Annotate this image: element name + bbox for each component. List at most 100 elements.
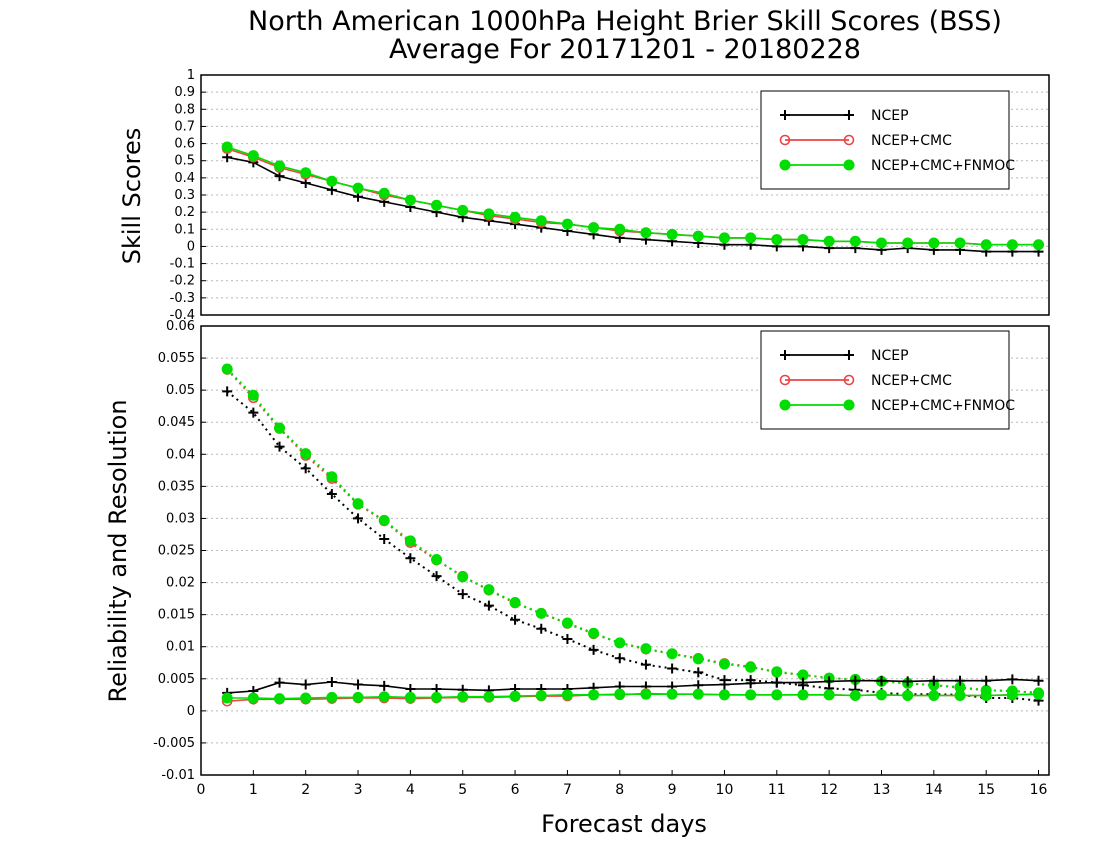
data-point — [378, 514, 390, 526]
data-point — [379, 680, 390, 691]
y-tick-label: 0.06 — [166, 319, 195, 334]
data-point — [902, 237, 914, 249]
data-point — [431, 553, 443, 565]
y-tick-label: 0.05 — [166, 383, 195, 398]
data-point — [326, 175, 338, 187]
data-point — [692, 653, 704, 665]
skill-scores-panel: 1 0.9 0.8 0.7 0.6 0.5 0.4 0.3 0.2 0.1 0 -0.1 -0.2 -0.… — [170, 68, 1050, 323]
legend-marker — [844, 350, 854, 360]
data-point — [326, 691, 338, 703]
data-point — [326, 676, 337, 687]
x-tick-label: 5 — [458, 782, 467, 798]
data-point — [431, 691, 443, 703]
data-point — [693, 667, 704, 678]
y-tick-label: 0.02 — [166, 576, 195, 591]
x-tick-label: 13 — [873, 782, 891, 798]
series-ncep-cmc-fnmoc — [221, 141, 1045, 251]
legend-marker — [843, 374, 855, 386]
data-point — [771, 677, 782, 688]
data-point — [222, 386, 233, 397]
y-tick-label: 0.9 — [174, 85, 195, 100]
legend-label: NCEP+CMC — [871, 133, 952, 149]
data-point — [404, 194, 416, 206]
y-tick-label: 0.03 — [166, 511, 195, 526]
data-point — [405, 553, 416, 564]
xlabel: Forecast days — [541, 810, 707, 838]
data-point — [1007, 674, 1018, 685]
data-point — [902, 689, 914, 701]
data-point — [955, 675, 966, 686]
data-point — [640, 688, 652, 700]
data-point — [745, 661, 757, 673]
x-tick-label: 12 — [820, 782, 838, 798]
data-point — [614, 688, 626, 700]
data-point — [797, 234, 809, 246]
data-point — [326, 489, 337, 500]
data-point — [326, 471, 338, 483]
data-point — [457, 204, 469, 216]
data-point — [745, 689, 757, 701]
legend-label: NCEP+CMC — [871, 373, 952, 389]
data-point — [457, 691, 469, 703]
y-tick-label: 0.1 — [174, 222, 195, 237]
data-point — [510, 614, 521, 625]
data-point — [928, 689, 940, 701]
data-point — [562, 634, 573, 645]
series-ncep-resolution — [222, 386, 1044, 706]
data-point — [352, 182, 364, 194]
legend-marker — [779, 399, 791, 411]
data-point — [667, 663, 678, 674]
y-tick-label: 0.8 — [174, 102, 195, 117]
data-point — [457, 571, 469, 583]
bottom-ylabel: Reliability and Resolution — [104, 399, 132, 702]
chart-subtitle: Average For 20171201 - 20180228 — [389, 34, 861, 65]
y-tick-label: 0 — [187, 704, 195, 719]
data-point — [300, 463, 311, 474]
y-tick-label: 0.4 — [174, 171, 195, 186]
data-point — [849, 689, 861, 701]
data-point — [535, 215, 547, 227]
series-line — [226, 390, 1039, 702]
legend-marker — [780, 110, 790, 120]
x-tick-label: 15 — [977, 782, 995, 798]
y-tick-label: -0.01 — [161, 768, 195, 783]
data-point — [483, 600, 494, 611]
data-point — [928, 237, 940, 249]
data-point — [666, 648, 678, 660]
top-ylabel: Skill Scores — [118, 128, 146, 265]
data-point — [823, 235, 835, 247]
x-tick-label: 2 — [301, 782, 310, 798]
data-point — [352, 498, 364, 510]
data-point — [509, 211, 521, 223]
legend-marker — [843, 134, 855, 146]
data-point — [221, 141, 233, 153]
y-tick-label: 0.6 — [174, 137, 195, 152]
y-tick-label: 0.01 — [166, 640, 195, 655]
data-point — [378, 187, 390, 199]
x-tick-label: 10 — [716, 782, 734, 798]
x-tick-label: 16 — [1030, 782, 1048, 798]
data-point — [771, 689, 783, 701]
x-tick-label: 7 — [563, 782, 572, 798]
legend-label: NCEP — [871, 108, 909, 124]
data-point — [1006, 689, 1018, 701]
data-point — [221, 692, 233, 704]
data-point — [824, 676, 835, 687]
legend-marker — [779, 134, 791, 146]
data-point — [850, 675, 861, 686]
data-point — [404, 535, 416, 547]
data-point — [561, 218, 573, 230]
reliability-resolution-panel: 0.060.0550.050.0450.040.0350.030.0250.02… — [153, 319, 1050, 798]
data-point — [692, 688, 704, 700]
data-point — [718, 658, 730, 670]
data-point — [378, 691, 390, 703]
y-tick-label: -0.3 — [170, 291, 195, 306]
legend-marker — [779, 374, 791, 386]
data-point — [588, 644, 599, 655]
data-point — [692, 230, 704, 242]
y-tick-label: 0.045 — [158, 415, 195, 430]
data-point — [1033, 675, 1044, 686]
x-tick-label: 8 — [615, 782, 624, 798]
data-point — [954, 689, 966, 701]
